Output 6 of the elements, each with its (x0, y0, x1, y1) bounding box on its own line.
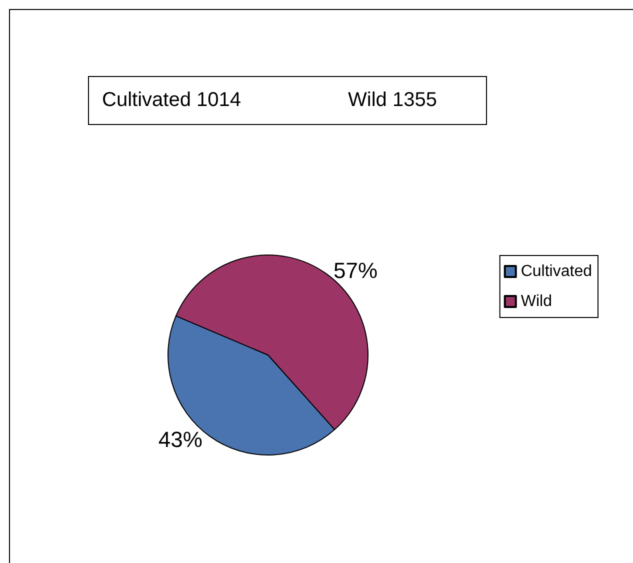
legend-label: Wild (520, 293, 552, 310)
text: Wild 1355 (348, 89, 437, 111)
data-label: 43% (158, 427, 202, 452)
legend-label: Cultivated (520, 263, 592, 280)
text: Cultivated 1014 (102, 89, 241, 111)
data-label: 57% (334, 258, 378, 283)
